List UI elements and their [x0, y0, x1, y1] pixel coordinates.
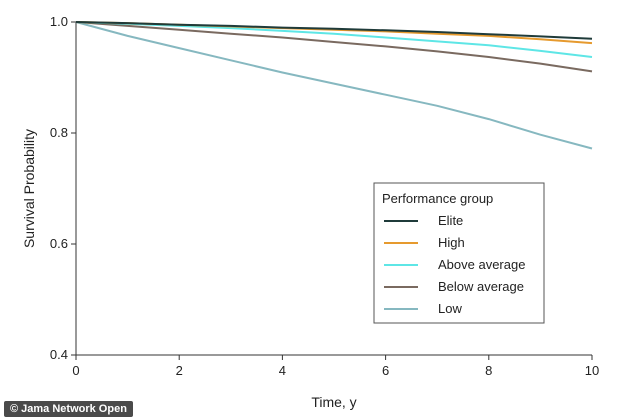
y-tick-label: 0.8: [50, 125, 68, 140]
credit-watermark: © Jama Network Open: [4, 401, 133, 417]
legend-entry: Below average: [438, 279, 524, 294]
x-axis-title: Time, y: [311, 394, 356, 410]
legend-title: Performance group: [382, 191, 493, 206]
x-tick-label: 0: [72, 363, 79, 378]
series-line-elite: [75, 21, 593, 40]
series-lines: [75, 21, 593, 150]
legend-entry: High: [438, 235, 465, 250]
y-tick-label: 0.4: [50, 347, 68, 362]
x-tick-label: 4: [279, 363, 286, 378]
legend-box: [373, 182, 545, 324]
legend: Performance group Elite High Above average B…: [373, 182, 545, 324]
y-tick-label: 0.6: [50, 236, 68, 251]
y-tick-label: 1.0: [50, 14, 68, 29]
legend-entry: Low: [438, 301, 462, 316]
series-line-low: [75, 21, 593, 150]
legend-entry: Elite: [438, 213, 463, 228]
axes: 0 2 4 6 8 10 0.4 0.6 0.8 1.0 Time, y Survival Proba…: [21, 14, 599, 410]
legend-entry: Above average: [438, 257, 525, 272]
x-tick-label: 2: [176, 363, 183, 378]
x-tick-label: 10: [585, 363, 599, 378]
x-tick-label: 8: [485, 363, 492, 378]
series-line-below-average: [75, 21, 593, 73]
y-axis-title: Survival Probability: [21, 129, 37, 248]
x-tick-label: 6: [382, 363, 389, 378]
